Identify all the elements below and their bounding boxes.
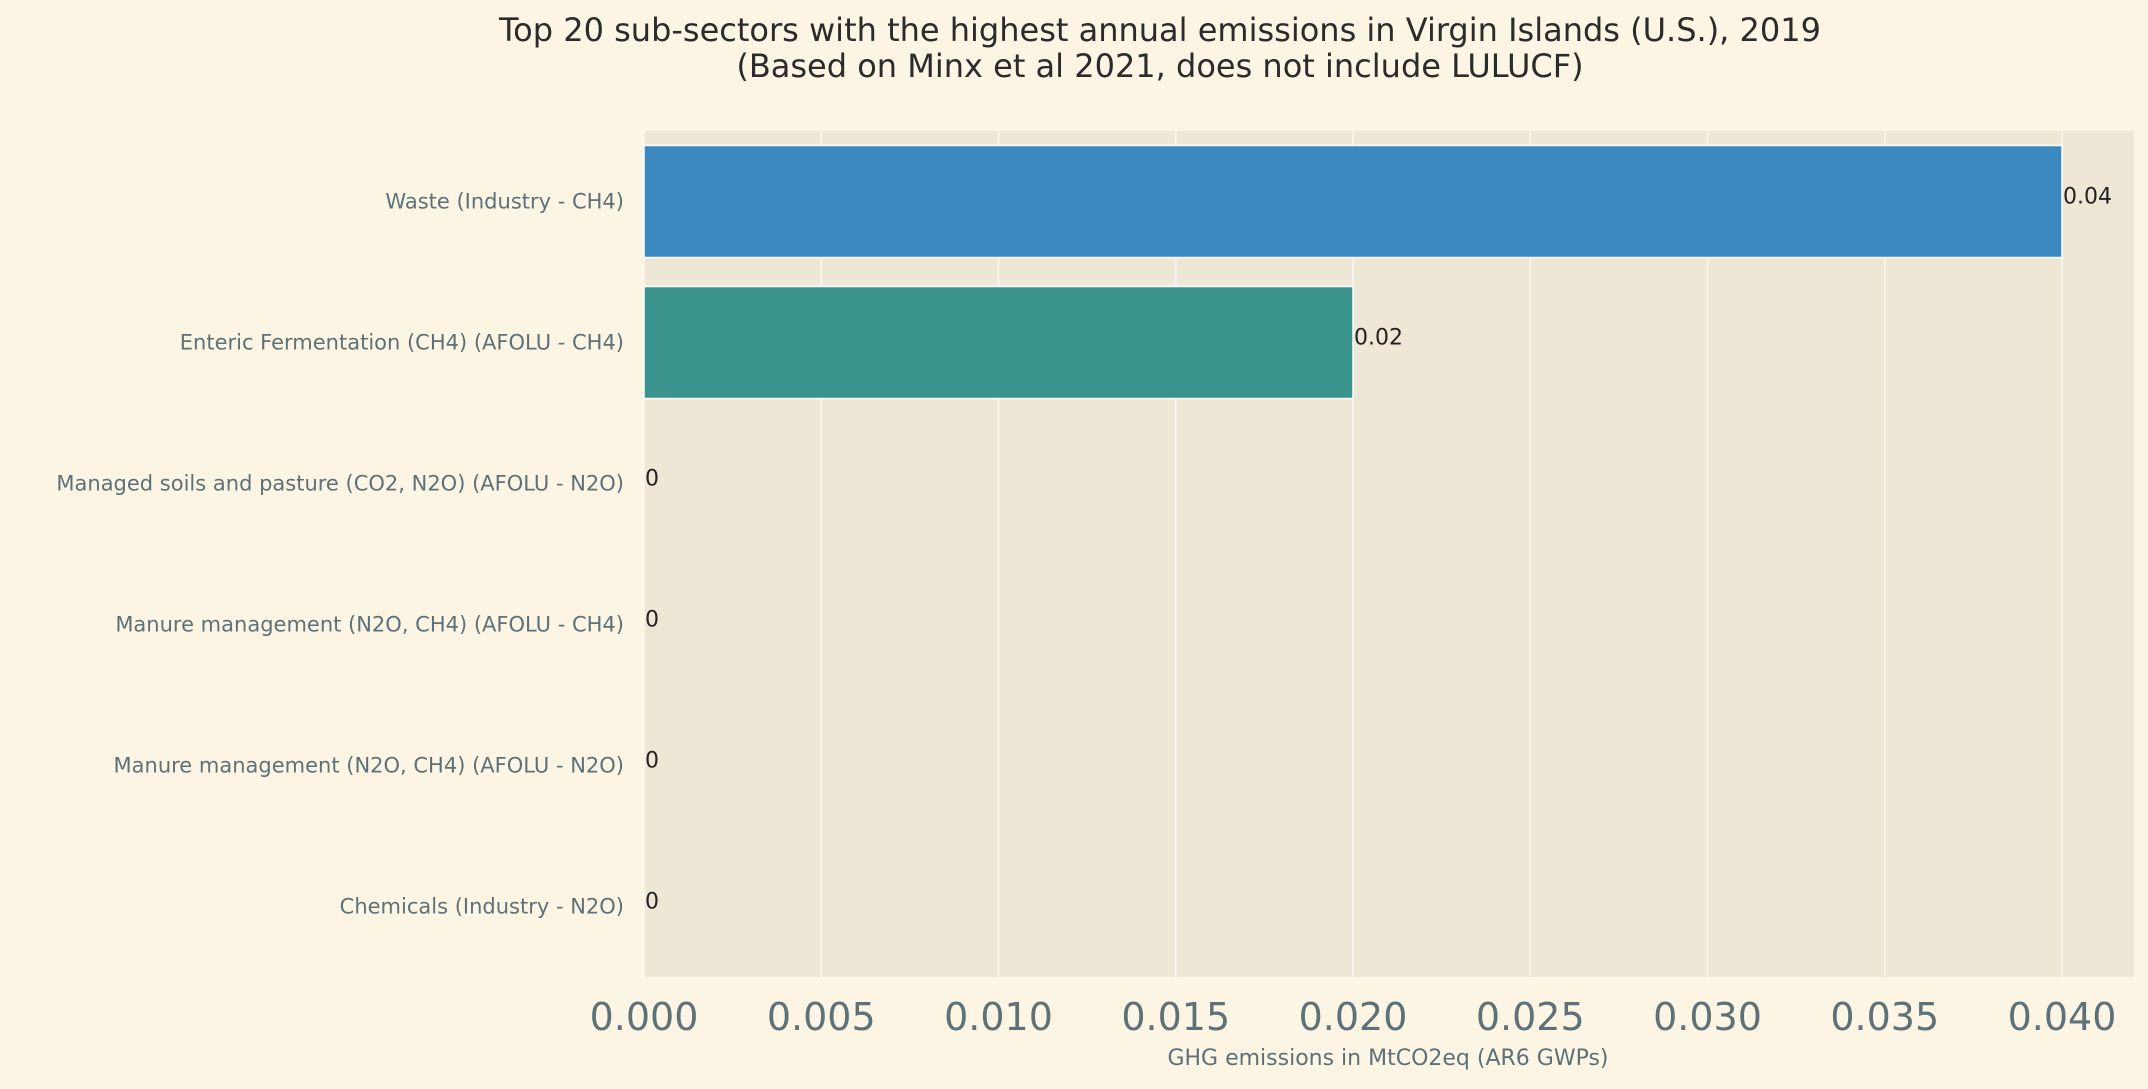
x-tick-label: 0.020 [1299,995,1408,1039]
grid-lines [643,131,2063,977]
data-label: 0 [645,749,659,774]
bar [643,285,1354,400]
data-label: 0 [645,467,659,492]
category-labels: Waste (Industry - CH4) Enteric Fermentati… [56,190,624,919]
data-label: 0.02 [1354,326,1403,351]
category-label: Manure management (N2O, CH4) (AFOLU - CH… [115,613,624,637]
data-label: 0.04 [2063,185,2112,210]
category-label: Waste (Industry - CH4) [385,190,624,214]
x-tick-label: 0.030 [1653,995,1762,1039]
category-label: Manure management (N2O, CH4) (AFOLU - N2… [114,754,624,778]
plot-area [644,131,2134,977]
chart-subtitle: (Based on Minx et al 2021, does not incl… [736,47,1583,85]
x-tick-label: 0.040 [2008,995,2117,1039]
category-label: Enteric Fermentation (CH4) (AFOLU - CH4) [180,331,624,355]
x-tick-label: 0.000 [590,995,699,1039]
category-label: Managed soils and pasture (CO2, N2O) (AF… [56,472,624,496]
data-label: 0 [645,890,659,915]
x-tick-label: 0.005 [767,995,876,1039]
x-tick-label: 0.010 [944,995,1053,1039]
chart-title: Top 20 sub-sectors with the highest annu… [498,11,1821,49]
x-tick-label: 0.015 [1121,995,1230,1039]
x-tick-label: 0.025 [1476,995,1585,1039]
x-axis-label: GHG emissions in MtCO2eq (AR6 GWPs) [1167,1046,1608,1071]
bars: 0.04 0.02 0 0 0 0 [643,144,2112,915]
category-label: Chemicals (Industry - N2O) [340,895,624,919]
data-label: 0 [645,608,659,633]
x-tick-label: 0.035 [1830,995,1939,1039]
x-axis-ticks: 0.000 0.005 0.010 0.015 0.020 0.025 0.030 0.035… [590,995,2117,1039]
bar [643,144,2063,259]
